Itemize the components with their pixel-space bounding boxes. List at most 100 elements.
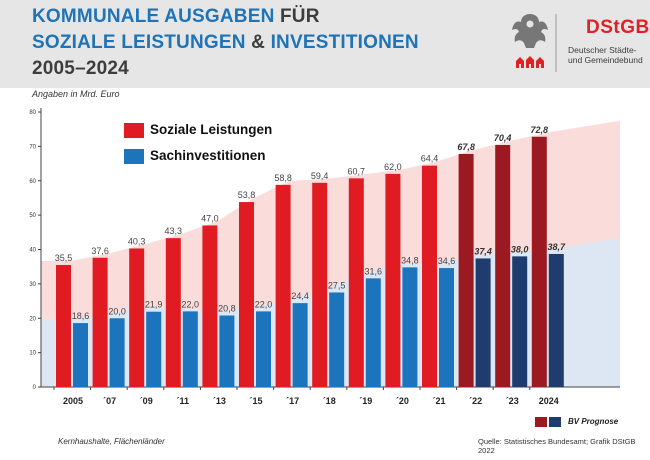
title-part-1: KOMMUNALE AUSGABEN (32, 6, 275, 27)
title-line-2: SOZIALE LEISTUNGEN & INVESTITIONEN (32, 32, 419, 54)
footer-note: Kernhaushalte, Flächenländer (58, 437, 165, 446)
data-label-sach: 18,6 (72, 311, 90, 321)
data-label-soziale: 35,5 (55, 253, 73, 263)
header: KOMMUNALE AUSGABEN FÜR SOZIALE LEISTUNGE… (0, 0, 650, 88)
x-tick-label: ´17 (286, 396, 299, 406)
bar-soziale (165, 238, 181, 387)
dstgb-logo (512, 14, 557, 72)
data-label-soziale: 37,6 (91, 246, 109, 256)
data-labels: 35,5 18,6 37,6 20,0 40,3 21,9 43,3 22,0 47,0 20,8… (55, 125, 566, 321)
bar-sach (475, 258, 491, 387)
bar-soziale (348, 178, 364, 387)
y-tick-label: 80 (29, 110, 36, 116)
bars (56, 136, 564, 387)
y-tick-label: 0 (33, 385, 37, 391)
bar-sach (73, 323, 88, 387)
legend-label-sach: Sachinvestitionen (150, 148, 266, 163)
bar-sach (512, 256, 528, 387)
title-part-5: INVESTITIONEN (270, 32, 419, 53)
legend-swatch-soziale (124, 123, 144, 138)
data-label-soziale: 60,7 (348, 166, 366, 176)
data-label-soziale: 67,8 (457, 142, 475, 152)
x-tick-label: ´15 (249, 396, 262, 406)
data-label-sach: 38,7 (548, 242, 567, 252)
x-tick-label: ´20 (396, 396, 409, 406)
bar-soziale (56, 264, 71, 387)
forecast-swatch-soziale (535, 417, 547, 427)
x-tick-label: ´22 (469, 396, 482, 406)
data-label-soziale: 40,3 (128, 236, 146, 246)
data-label-sach: 20,8 (218, 304, 236, 314)
bar-sach (329, 292, 345, 387)
title-part-3: SOZIALE LEISTUNGEN (32, 32, 246, 53)
data-label-soziale: 59,4 (311, 171, 329, 181)
houses-icon (516, 56, 544, 68)
legend-swatch-sach (124, 149, 144, 164)
data-label-soziale: 47,0 (201, 213, 219, 223)
x-tick-label: ´11 (177, 396, 190, 406)
y-tick-label: 70 (29, 144, 36, 150)
title-years: 2005–2024 (32, 58, 129, 79)
data-label-soziale: 64,4 (421, 154, 439, 164)
data-label-sach: 20,0 (108, 306, 126, 316)
data-label-sach: 31,6 (365, 266, 383, 276)
legend-label-soziale: Soziale Leistungen (150, 122, 273, 137)
x-tick-label: ´09 (140, 396, 153, 406)
data-label-soziale: 43,3 (165, 226, 183, 236)
forecast-swatch-sach (549, 417, 561, 427)
data-label-soziale: 70,4 (494, 133, 512, 143)
data-label-sach: 34,6 (438, 256, 456, 266)
bar-soziale (275, 184, 291, 387)
data-label-sach: 38,0 (511, 244, 529, 254)
bar-soziale (422, 165, 437, 387)
bar-soziale (385, 173, 401, 387)
title-part-4: & (251, 32, 266, 53)
x-tick-label: ´07 (103, 396, 116, 406)
bar-sach (439, 268, 454, 387)
x-tick-label: 2005 (63, 396, 83, 406)
bar-soziale (495, 145, 511, 387)
x-tick-label: ´19 (359, 396, 372, 406)
title-line-1: KOMMUNALE AUSGABEN FÜR (32, 6, 320, 28)
bar-soziale (92, 257, 108, 387)
y-tick-label: 20 (29, 316, 36, 322)
data-label-sach: 34,8 (401, 255, 419, 265)
y-tick-label: 30 (29, 282, 36, 288)
bar-soziale (458, 153, 474, 387)
data-label-sach: 21,9 (145, 300, 163, 310)
data-label-sach: 22,0 (255, 299, 273, 309)
data-label-sach: 22,0 (182, 299, 200, 309)
y-tick-label: 10 (29, 351, 36, 357)
footer-source: Quelle: Statistisches Bundesamt; Grafik … (478, 437, 636, 455)
x-tick-label: ´23 (506, 396, 519, 406)
y-tick-label: 40 (29, 248, 36, 254)
y-tick-label: 60 (29, 179, 36, 185)
bar-sach (146, 311, 162, 387)
forecast-label: BV Prognose (568, 417, 619, 426)
data-label-sach: 37,4 (474, 246, 492, 256)
x-tick-label: ´21 (432, 396, 445, 406)
bar-sach (109, 318, 125, 387)
bar-sach (256, 311, 271, 387)
bar-sach (292, 303, 308, 387)
bar-sach (182, 311, 198, 387)
bar-soziale (239, 202, 254, 387)
x-tick-label: ´18 (323, 396, 336, 406)
bar-sach (219, 315, 235, 387)
bar-sach (365, 278, 381, 387)
data-label-soziale: 53,8 (238, 190, 256, 200)
x-tick-label: 2024 (539, 396, 559, 406)
logo-text: DStGB (586, 17, 650, 38)
x-tick-labels: 2005 ´07 ´09 ´11 ´13 ´15 ´17 ´18 ´19 ´20 ´21 ´22 ´23… (63, 396, 559, 406)
data-label-sach: 24,4 (291, 291, 309, 301)
title-part-2: FÜR (280, 6, 320, 27)
bar-sach (402, 267, 418, 387)
logo-subtitle-line-1: Deutscher Städte- (568, 45, 637, 55)
bar-sach (548, 253, 564, 387)
data-label-soziale: 62,0 (384, 162, 402, 172)
bar-soziale (129, 248, 145, 387)
data-label-soziale: 72,8 (531, 125, 549, 135)
x-tick-label: ´13 (213, 396, 226, 406)
eagle-icon (512, 14, 548, 48)
logo-subtitle: Deutscher Städte- und Gemeindebund (568, 45, 643, 65)
